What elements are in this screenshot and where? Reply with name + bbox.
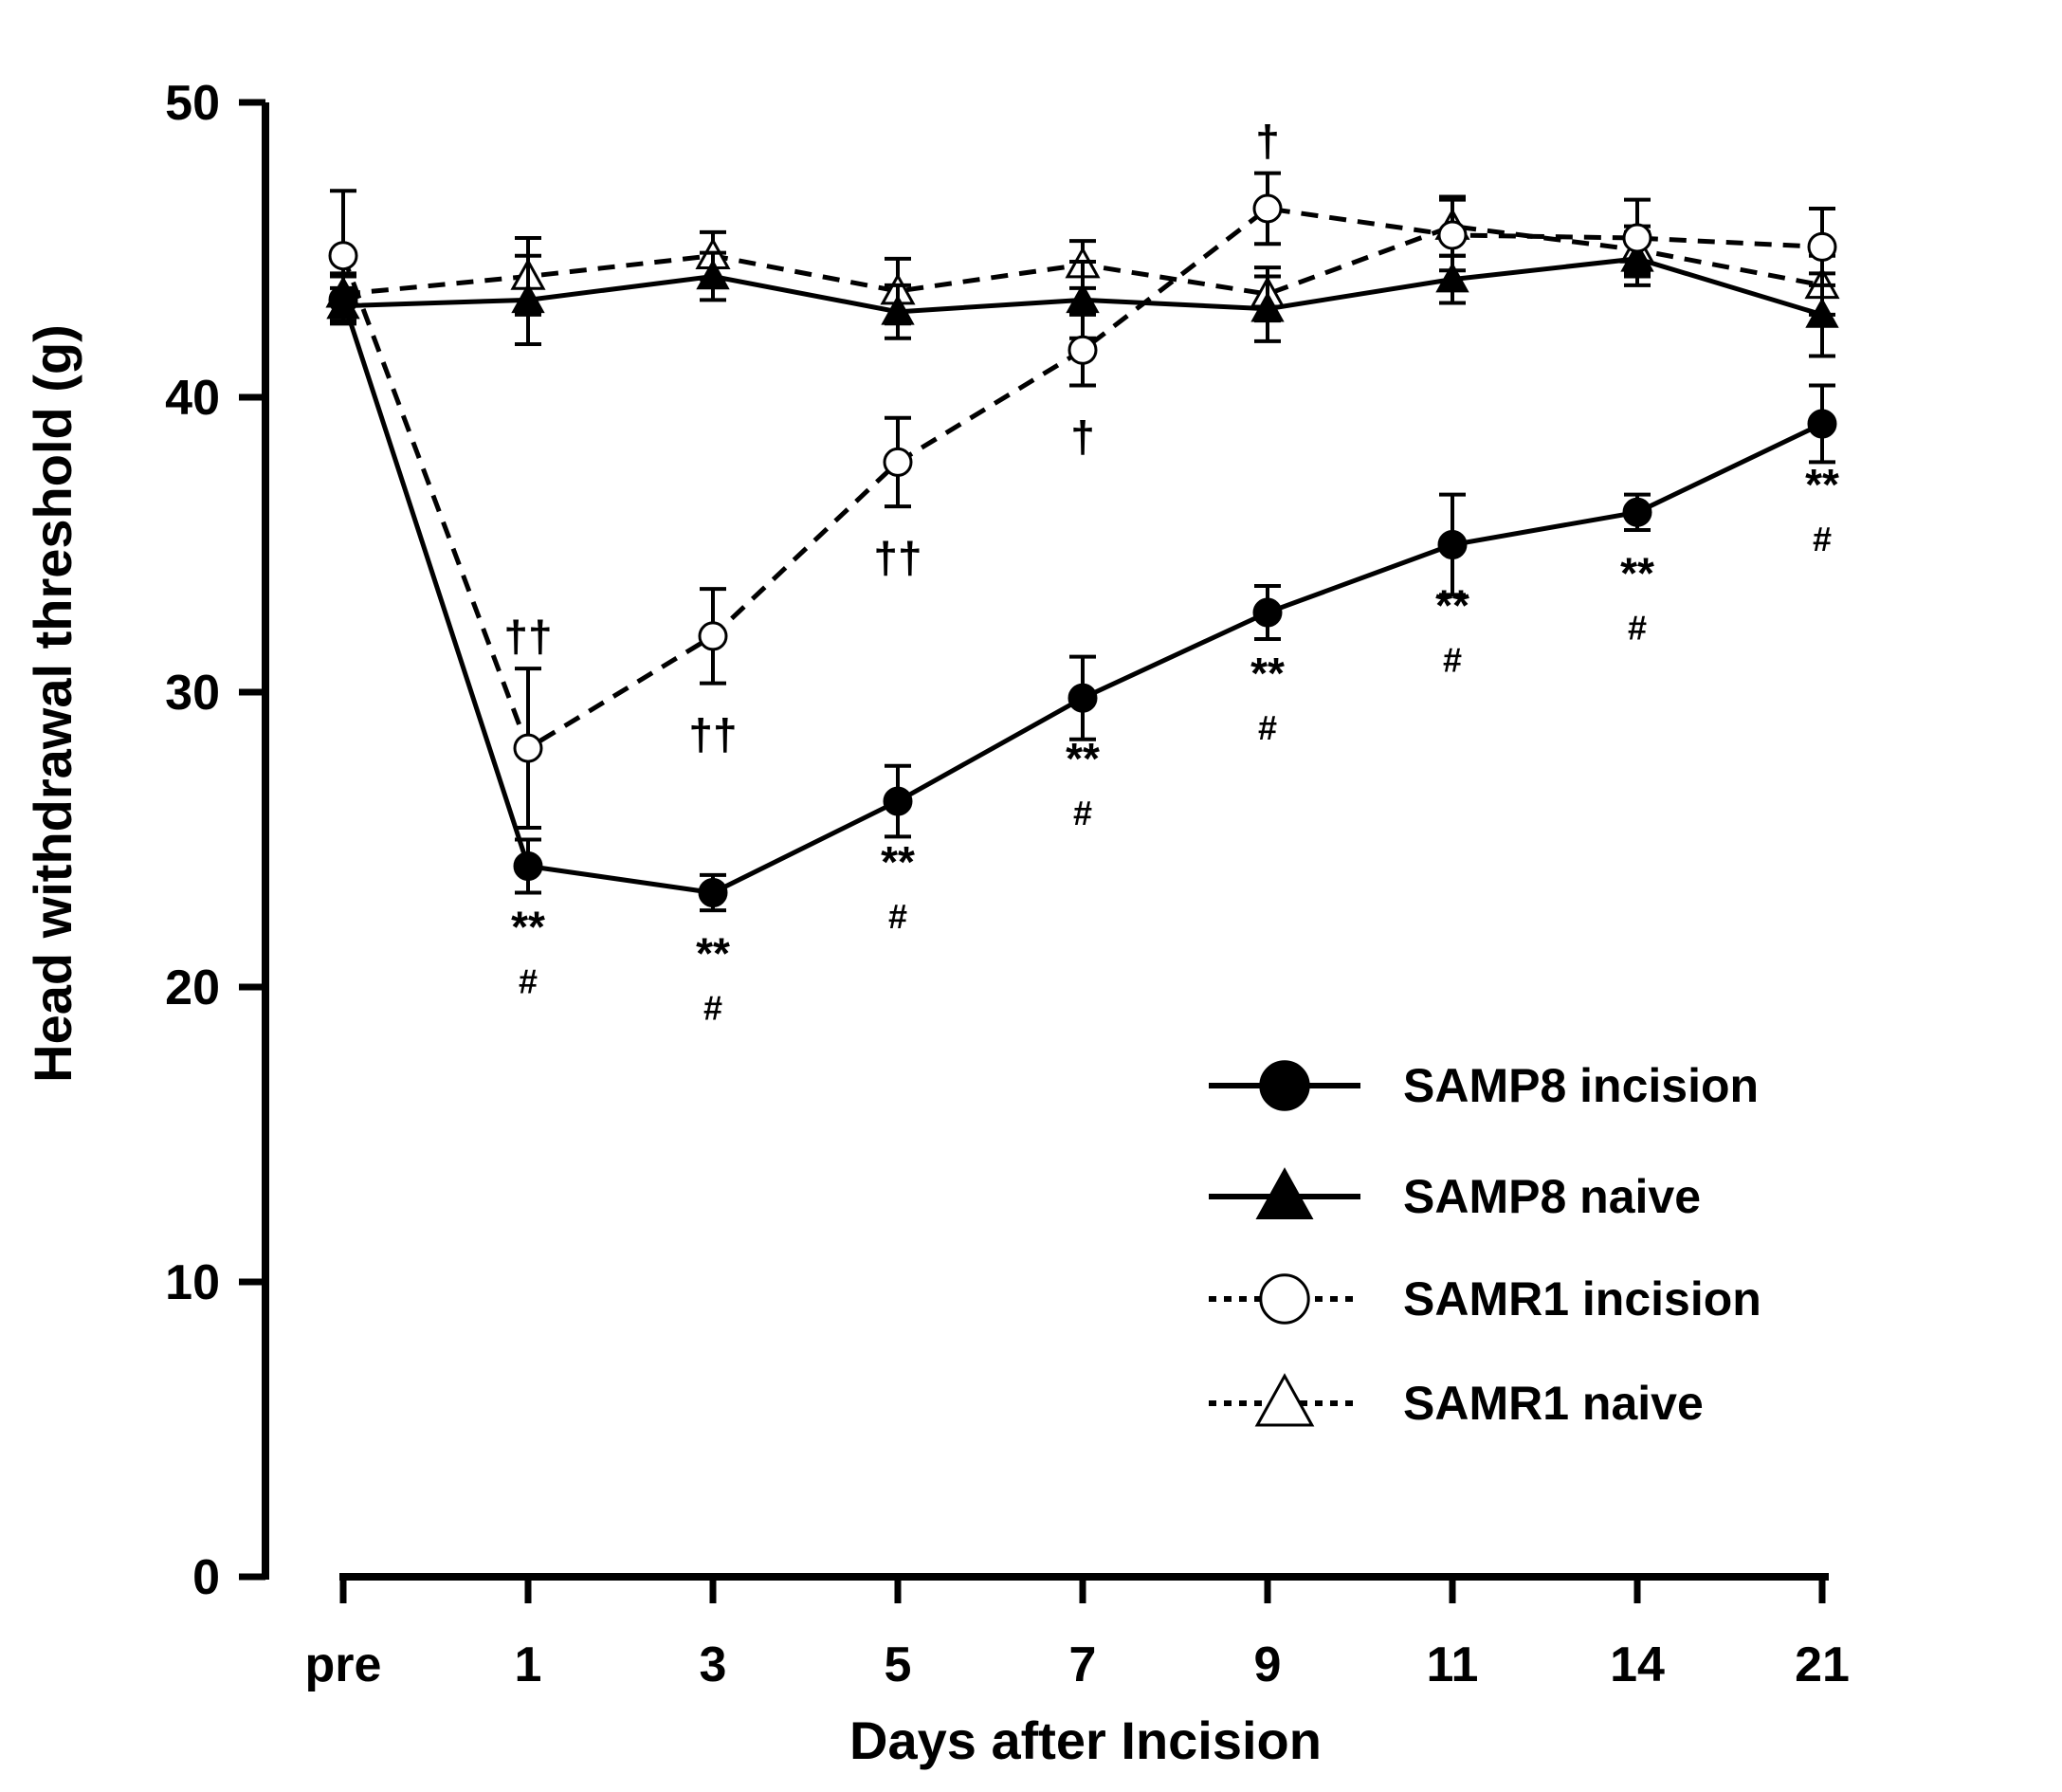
data-point-samp8-naive [1805,297,1839,328]
x-tick-label: 11 [1427,1637,1479,1692]
x-tick-label: 7 [1069,1637,1097,1692]
legend-marker-samp8-incision [1259,1060,1310,1111]
legend-item-samp8-naive: SAMP8 naive [1209,1167,1701,1223]
significance-mark: ** [511,902,545,951]
y-tick-label: 0 [192,1550,220,1605]
data-point-samr1-incision [1252,193,1283,224]
y-tick-label: 40 [165,371,220,426]
y-tick-label: 50 [165,76,220,131]
y-tick-label: 30 [165,666,220,721]
legend-item-samp8-incision: SAMP8 incision [1209,1059,1759,1112]
data-point-samr1-incision [328,241,358,271]
significance-mark: ** [1066,734,1100,783]
data-point-samp8-incision [1622,497,1652,527]
legend-label-samr1-incision: SAMR1 incision [1403,1272,1761,1326]
x-tick-label: 1 [515,1637,542,1692]
data-point-samp8-naive [511,283,545,314]
data-point-samp8-incision [883,786,913,816]
x-tick-label: 14 [1610,1637,1665,1692]
data-point-samp8-naive [696,259,730,290]
data-point-samp8-incision [1437,530,1468,559]
y-tick-label: 20 [165,960,220,1015]
data-point-samp8-incision [328,284,358,315]
legend-item-samr1-incision: SAMR1 incision [1209,1272,1761,1326]
x-tick-label: 21 [1795,1637,1850,1692]
data-point-samp8-incision [1252,597,1283,628]
significance-mark: # [1443,641,1462,680]
x-axis-title: Days after Incision [849,1710,1322,1770]
significance-mark: † [1070,412,1095,462]
series-line-samr1-incision [340,206,1823,752]
axes: 0 10 20 30 40 50 pre 1 3 5 7 9 11 14 21 [165,76,1850,1692]
legend-marker-samr1-naive [1254,1373,1315,1427]
significance-mark: ** [1435,581,1469,631]
legend-marker-samr1-incision [1259,1273,1310,1325]
legend: SAMP8 incision SAMP8 naive SAMR1 incision S… [1209,1059,1761,1430]
significance-mark: # [703,988,722,1027]
data-point-samp8-naive [1250,291,1285,322]
significance-mark: †† [688,710,737,759]
series-samr1-incision [328,171,1837,831]
x-tick-label: 9 [1254,1637,1282,1692]
data-point-samr1-incision [1807,231,1837,262]
data-point-samr1-incision [1437,220,1468,250]
significance-mark: †† [503,612,552,661]
significance-mark: # [888,897,907,936]
legend-marker-samp8-naive [1255,1167,1314,1220]
significance-mark: ** [1805,460,1839,509]
significance-mark: † [1255,117,1280,166]
data-point-samr1-incision [513,733,543,763]
y-tick-label: 10 [165,1255,220,1310]
data-point-samp8-incision [1067,683,1098,713]
data-point-samp8-incision [698,877,728,907]
x-tick-label: 3 [700,1637,727,1692]
data-point-samp8-incision [1807,409,1837,439]
legend-label-samr1-naive: SAMR1 naive [1403,1377,1704,1430]
significance-mark: # [1813,520,1832,558]
data-point-samp8-naive [881,294,915,325]
series-layer [325,171,1840,913]
x-tick-label: pre [305,1637,382,1692]
data-point-samr1-incision [698,621,728,651]
legend-label-samp8-naive: SAMP8 naive [1403,1170,1701,1223]
significance-mark: # [519,961,538,1000]
data-point-samp8-incision [513,850,543,881]
data-point-samp8-naive [1435,262,1469,293]
series-samp8-incision [328,274,1837,913]
annotation-layer: **#**#**#**#**#**#**#**#†††††††† [503,117,1839,1028]
data-point-samp8-naive [1066,283,1100,314]
data-point-samr1-incision [1622,223,1652,253]
legend-label-samp8-incision: SAMP8 incision [1403,1059,1759,1112]
significance-mark: †† [873,533,922,582]
significance-mark: # [1258,708,1277,747]
y-axis-title: Head withdrawal threshold (g) [23,324,82,1083]
significance-mark: ** [1250,649,1285,698]
data-point-samr1-incision [883,447,913,477]
legend-item-samr1-naive: SAMR1 naive [1209,1373,1704,1430]
significance-mark: ** [881,837,915,887]
significance-mark: ** [696,928,730,978]
significance-mark: ** [1620,548,1654,597]
significance-mark: # [1073,794,1092,832]
data-point-samr1-incision [1067,335,1098,365]
significance-mark: # [1628,608,1647,647]
x-tick-label: 5 [885,1637,912,1692]
